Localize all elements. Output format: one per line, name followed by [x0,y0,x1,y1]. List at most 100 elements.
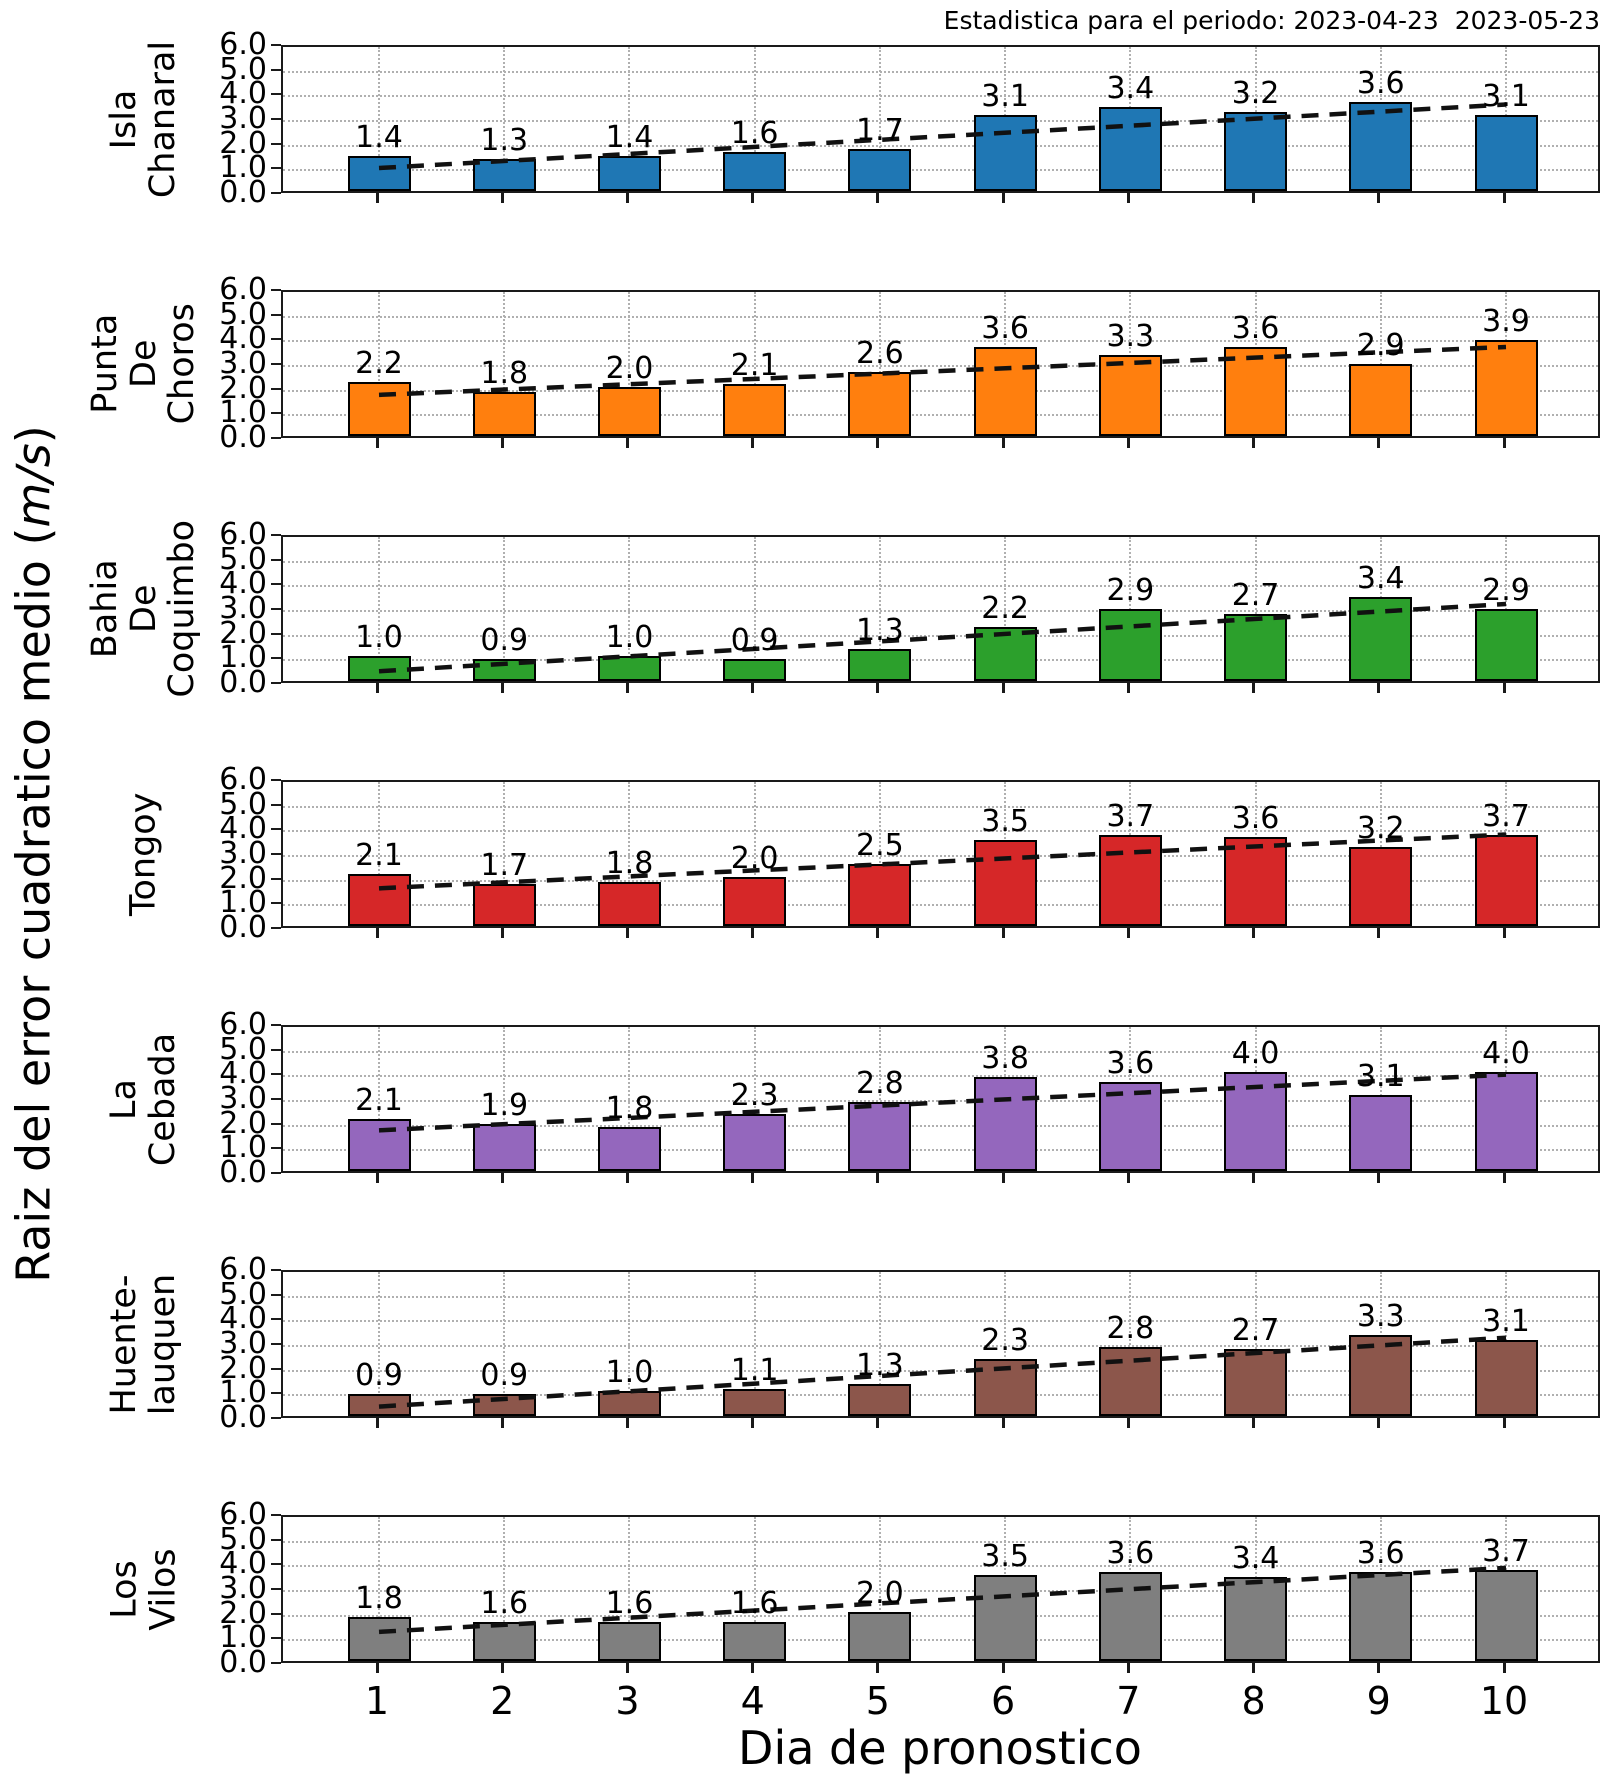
bar-value-label: 2.9 [1482,573,1530,609]
bar-value-label: 2.0 [605,350,654,386]
y-tick-label: 5.0 [219,786,267,822]
bar-day-7 [1098,354,1162,436]
y-axis-label-math: m/s [7,443,62,528]
gridline-vertical [878,1272,881,1416]
gridline-vertical [878,537,881,681]
y-tick-label: 4.0 [219,811,267,847]
y-tick-label: 1.0 [219,395,267,431]
bar-value-label: 1.7 [480,848,529,884]
trend-line [378,1565,1507,1635]
bar-value-label: 0.9 [480,1357,529,1393]
bar-value-label: 1.9 [480,1088,529,1124]
bar-day-10 [1474,609,1538,681]
gridline-horizontal [283,830,1598,833]
subplot-punta-de-choros: Punta De Choros 6.0 5.0 4.0 3.0 2.0 1.0 0.0 2.2 1… [0,272,1614,455]
y-tick-mark [271,1343,281,1345]
y-tick-mark [271,1098,281,1100]
bar-value-label: 1.0 [605,1355,654,1391]
x-tick-mark [1126,438,1130,448]
y-tick-mark [271,803,281,806]
gridline-horizontal [283,1124,1598,1127]
y-tick-label: 2.0 [219,860,267,896]
bar-day-6 [973,839,1037,926]
plot-area: 2.1 1.7 1.8 2.0 2.5 3.5 3.7 3.6 3.2 3.7 [281,780,1600,928]
bar-day-10 [1474,1339,1538,1416]
bar-value-label: 3.6 [1356,1536,1405,1572]
y-tick-mark [271,608,281,610]
y-tick-label: 3.0 [219,1081,267,1116]
trend-line [378,601,1507,674]
bar-value-label: 2.1 [355,838,403,874]
row-label-text: Los Vilos [104,1547,184,1631]
bar-day-3 [597,1621,661,1661]
gridline-vertical [1379,292,1382,436]
gridline-vertical [378,537,380,681]
bar-value-label: 3.8 [981,1041,1029,1077]
x-tick-mark [1126,1663,1130,1673]
bar-day-8 [1224,347,1288,436]
y-tick-mark [271,44,281,46]
bar-day-9 [1349,364,1413,436]
bar-day-9 [1349,102,1413,191]
x-tick-mark [625,1418,629,1428]
gridline-vertical [503,537,506,681]
x-tick-mark [1252,1418,1256,1428]
gridline-vertical [378,1027,380,1171]
bar-value-label: 3.1 [1356,1058,1405,1094]
gridline-horizontal [283,904,1598,907]
y-tick-label: 6.0 [219,27,267,62]
bar-day-2 [472,391,536,436]
gridline-vertical [378,1517,380,1661]
bar-value-label: 2.3 [730,1078,779,1114]
y-tick-mark [271,1417,281,1419]
gridline-horizontal [283,1540,1598,1543]
bar-value-label: 0.9 [730,622,779,658]
bar-value-label: 3.6 [1356,66,1405,102]
y-tick-mark [271,779,281,781]
gridline-horizontal [283,560,1598,563]
x-tick-mark [375,683,379,693]
bar-value-label: 3.7 [1106,798,1155,834]
y-tick-label: 1.0 [219,1620,267,1656]
bar-value-label: 2.0 [730,840,779,876]
bar-day-4 [723,1114,787,1171]
x-tick-mark [1377,438,1381,448]
bar-day-5 [848,371,912,436]
y-tick-mark [271,1367,281,1370]
y-tick-label: 4.0 [219,1056,267,1092]
gridline-horizontal [283,659,1598,662]
x-tick-mark [625,928,629,938]
x-axis-label: Dia de pronostico [738,1721,1142,1775]
y-tick-label: 0.0 [219,665,267,700]
gridline-vertical [628,1272,631,1416]
gridline-horizontal [283,610,1598,612]
gridline-vertical [503,1027,506,1171]
bar-value-label: 0.9 [355,1357,403,1393]
y-tick-mark [271,828,281,831]
y-tick-label: 3.0 [219,1571,267,1606]
gridline-vertical [503,292,506,436]
x-tick-mark [1502,193,1506,203]
bar-value-label: 3.4 [1231,1541,1280,1577]
x-tick-mark [1126,928,1130,938]
gridline-horizontal [283,805,1598,808]
y-tick-label: 4.0 [219,1546,267,1582]
x-tick-mark [1252,683,1256,693]
x-tick-mark [625,1663,629,1673]
bar-value-label: 1.8 [355,1580,403,1616]
bar-day-8 [1224,1349,1288,1416]
bar-value-label: 1.8 [605,1090,654,1126]
y-tick-label: 3.0 [219,836,267,871]
gridline-vertical [1129,537,1132,681]
x-tick-mark [500,193,504,203]
y-tick-label: 5.0 [219,1276,267,1312]
y-tick-mark [271,1588,281,1590]
y-tick-mark [271,583,281,586]
gridline-horizontal [283,315,1598,318]
x-tick-mark [375,193,379,203]
bar-value-label: 3.4 [1106,71,1155,107]
gridline-horizontal [283,1149,1598,1152]
bar-day-1 [347,1616,411,1661]
bar-value-label: 2.2 [981,590,1029,626]
y-tick-mark [271,68,281,71]
